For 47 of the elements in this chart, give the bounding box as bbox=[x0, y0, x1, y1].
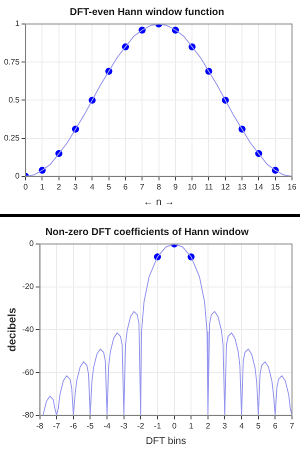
x-tick-label: 2 bbox=[56, 182, 62, 192]
x-tick-label: -7 bbox=[53, 421, 61, 430]
x-tick-label: -8 bbox=[36, 421, 44, 430]
x-tick-label: 11 bbox=[204, 182, 214, 192]
x-tick-label: -1 bbox=[154, 421, 162, 430]
y-tick-label: 0 bbox=[15, 172, 20, 181]
x-tick-label: 13 bbox=[238, 182, 248, 192]
x-axis-title: ← n → bbox=[143, 196, 174, 208]
x-tick-label: 5 bbox=[256, 421, 262, 430]
x-tick-label: 12 bbox=[220, 182, 230, 192]
y-tick-label: 0.5 bbox=[8, 95, 20, 104]
x-tick-label: 7 bbox=[140, 182, 145, 192]
x-tick-label: 4 bbox=[239, 421, 244, 430]
x-tick-label: 1 bbox=[188, 421, 194, 430]
x-tick-label: 15 bbox=[270, 182, 280, 192]
x-tick-label: -3 bbox=[120, 421, 128, 430]
x-tick-label: 10 bbox=[188, 182, 198, 192]
y-tick-label: 1 bbox=[15, 19, 20, 28]
y-tick-label: 0.25 bbox=[4, 134, 20, 143]
x-tick-label: 3 bbox=[222, 421, 228, 430]
x-tick-label: -2 bbox=[137, 421, 145, 430]
x-tick-label: 6 bbox=[123, 182, 128, 192]
y-tick-label: -60 bbox=[22, 368, 34, 377]
x-tick-label: 9 bbox=[173, 182, 178, 192]
x-tick-label: -4 bbox=[103, 421, 112, 430]
x-tick-label: 4 bbox=[90, 182, 95, 192]
x-tick-label: 1 bbox=[40, 182, 45, 192]
y-tick-label: 0 bbox=[29, 239, 34, 248]
chart-title: Non-zero DFT coefficients of Hann window bbox=[45, 226, 249, 238]
y-tick-label: 0.75 bbox=[4, 57, 20, 66]
x-tick-label: 6 bbox=[272, 421, 278, 430]
x-tick-label: -6 bbox=[70, 421, 78, 430]
x-tick-label: -5 bbox=[86, 421, 94, 430]
x-tick-label: 0 bbox=[172, 421, 178, 430]
chart-title: DFT-even Hann window function bbox=[70, 6, 224, 18]
x-tick-label: 14 bbox=[254, 182, 264, 192]
y-tick-label: -80 bbox=[22, 410, 34, 420]
x-tick-label: 8 bbox=[156, 182, 162, 192]
x-tick-label: 3 bbox=[73, 182, 78, 192]
x-axis-title: DFT bins bbox=[146, 436, 186, 447]
x-tick-label: 5 bbox=[106, 182, 112, 192]
y-tick-label: -20 bbox=[22, 282, 34, 292]
y-tick-label: -40 bbox=[22, 324, 34, 334]
x-tick-label: 2 bbox=[206, 421, 211, 430]
x-tick-label: 16 bbox=[288, 182, 297, 192]
y-axis-title: decibels bbox=[6, 308, 19, 352]
x-tick-label: 7 bbox=[290, 421, 295, 430]
